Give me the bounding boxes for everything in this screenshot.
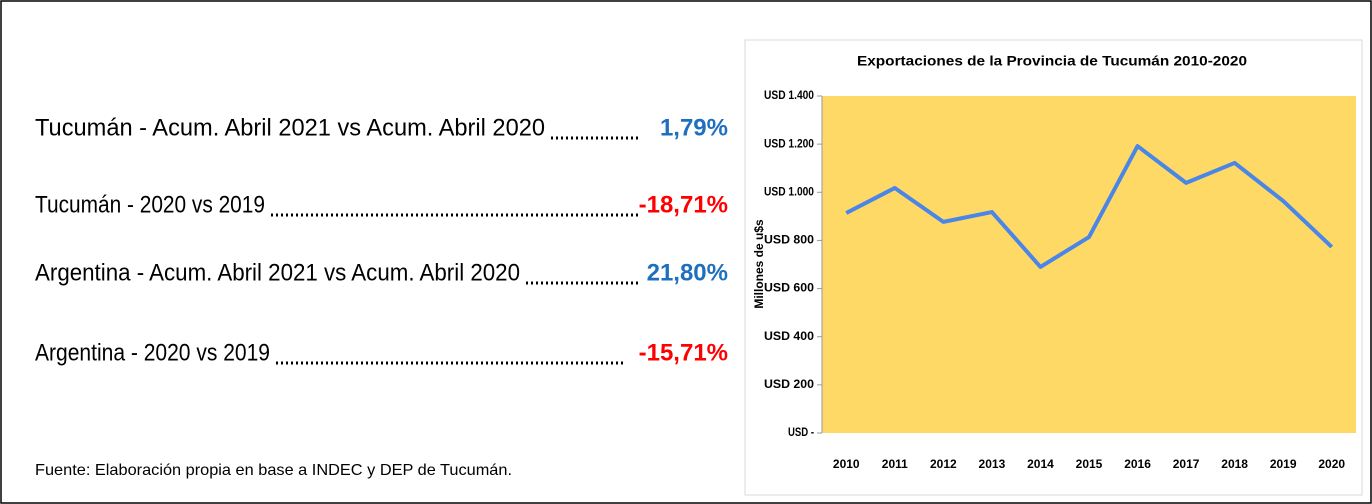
row-value: 21,80% (647, 259, 728, 286)
row-value: -18,71% (639, 191, 728, 218)
x-tick-label: 2015 (1076, 457, 1103, 471)
y-axis-label: Millones de u$s (752, 219, 766, 309)
plot-area (822, 96, 1356, 433)
source: Fuente: Elaboración propia en base a IND… (35, 462, 512, 479)
row-value: -15,71% (639, 339, 728, 366)
line (845, 144, 1334, 269)
x-tick-label: 2017 (1173, 457, 1200, 471)
row-value: 1,79% (660, 114, 728, 141)
x-tick-label: 2019 (1270, 457, 1297, 471)
x-tick-label: 2020 (1318, 457, 1345, 471)
y-tick-label: USD 600 (764, 281, 814, 295)
row-label: Argentina - Acum. Abril 2021 vs Acum. Ab… (35, 259, 520, 286)
x-tick-label: 2012 (930, 457, 957, 471)
x-tick-label: 2016 (1124, 457, 1151, 471)
y-tick-label: USD 1.400 (764, 88, 814, 102)
y-tick-label: USD - (788, 425, 814, 439)
y-tick-label: USD 800 (764, 233, 814, 247)
x-tick-label: 2018 (1221, 457, 1248, 471)
row-label: Tucumán - 2020 vs 2019 (35, 191, 265, 218)
y-tick-label: USD 1.200 (764, 136, 814, 150)
x-tick-label: 2010 (833, 457, 860, 471)
x-tick-label: 2011 (882, 457, 908, 471)
chart-title: Exportaciones de la Provincia de Tucumán… (857, 53, 1247, 69)
x-tick-label: 2014 (1027, 457, 1054, 471)
y-tick-label: USD 200 (764, 377, 814, 391)
y-tick-label: USD 400 (764, 329, 814, 343)
x-tick-label: 2013 (979, 457, 1006, 471)
row-label: Tucumán - Acum. Abril 2021 vs Acum. Abri… (35, 114, 545, 141)
y-tick-label: USD 1.000 (764, 184, 814, 198)
row-label: Argentina - 2020 vs 2019 (35, 339, 270, 366)
